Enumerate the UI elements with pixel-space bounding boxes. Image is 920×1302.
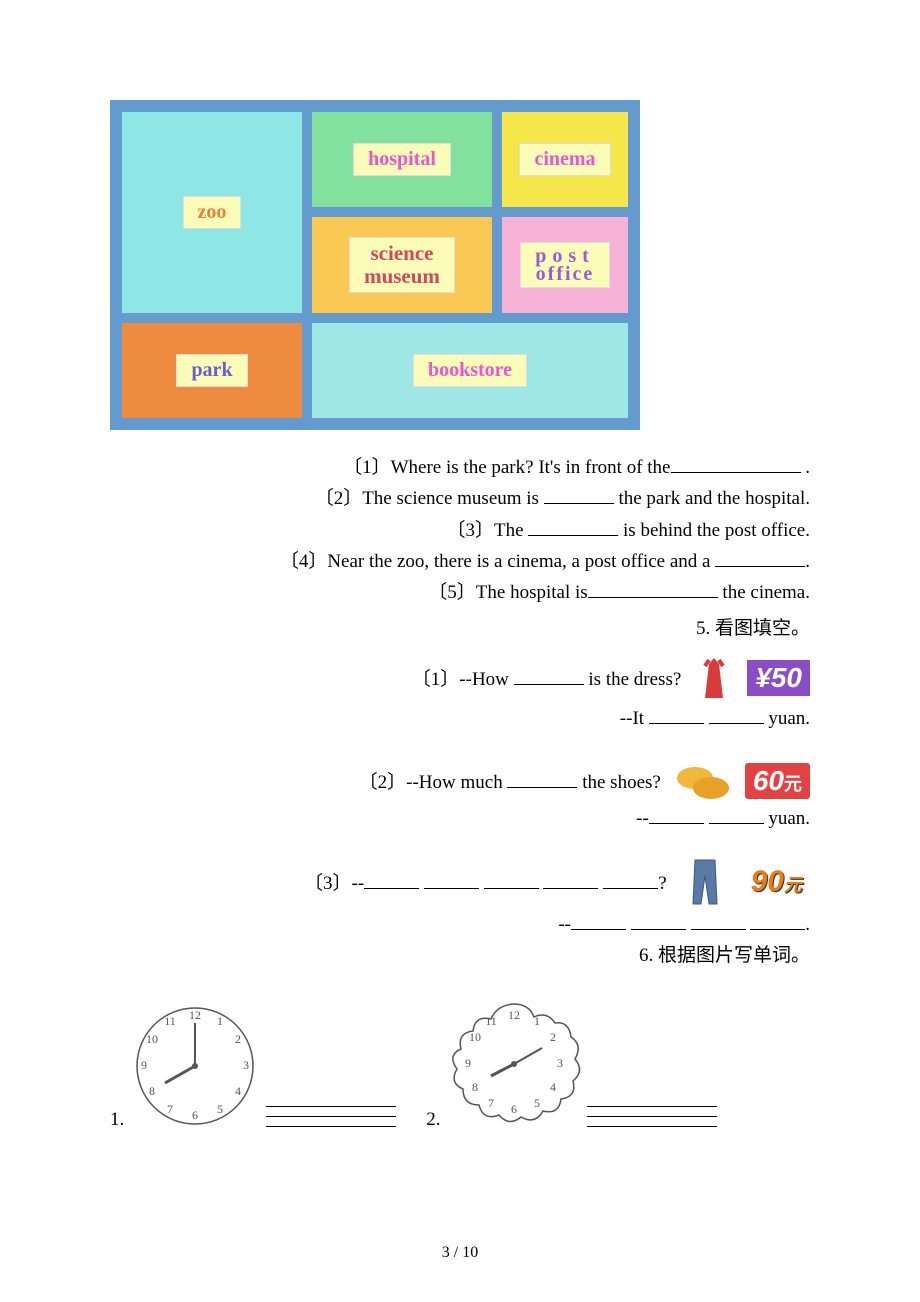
q5-item1-row: 〔1〕--How is the dress? ¥50 — [100, 654, 820, 702]
map-bookstore: bookstore — [312, 323, 628, 418]
price-60: 60元 — [745, 763, 810, 799]
section-5-heading: 5. 看图填空。 — [100, 613, 820, 640]
q4-line3: 〔3〕The is behind the post office. — [100, 515, 810, 546]
clock-section: 1. 1212 345 678 91011 2. 1212 345 678 91… — [100, 997, 820, 1131]
clock-2-icon: 1212 345 678 91011 — [447, 997, 581, 1131]
hospital-label: hospital — [353, 143, 451, 176]
cinema-label: cinema — [519, 143, 610, 176]
price-90: 90元 — [743, 863, 810, 901]
svg-text:1: 1 — [534, 1014, 540, 1028]
svg-text:5: 5 — [217, 1102, 223, 1116]
bookstore-label: bookstore — [413, 354, 527, 387]
svg-text:7: 7 — [167, 1102, 173, 1116]
svg-text:3: 3 — [243, 1058, 249, 1072]
shoes-icon — [675, 760, 731, 802]
q4-line4: 〔4〕Near the zoo, there is a cinema, a po… — [100, 546, 810, 577]
clock-1-blanks — [266, 1103, 396, 1127]
q4-line1: 〔1〕Where is the park? It's in front of t… — [100, 452, 810, 483]
jeans-icon — [681, 856, 729, 908]
map-science-museum: sciencemuseum — [312, 217, 492, 312]
q5-2-question: 〔2〕--How much the shoes? — [359, 767, 661, 794]
svg-text:7: 7 — [488, 1096, 494, 1110]
park-label: park — [176, 354, 247, 387]
q4-line5: 〔5〕The hospital is the cinema. — [100, 577, 810, 608]
map-park: park — [122, 323, 302, 418]
q5-item3-row: 〔3〕-- ? 90元 — [100, 856, 820, 908]
svg-text:10: 10 — [146, 1032, 158, 1046]
page-number: 3 / 10 — [0, 1244, 920, 1262]
q4-line2: 〔2〕The science museum is the park and th… — [100, 483, 810, 514]
q5-1-question: 〔1〕--How is the dress? — [412, 664, 681, 691]
dress-icon — [695, 654, 733, 702]
map-post-office: postoffice — [502, 217, 628, 312]
svg-text:1: 1 — [217, 1014, 223, 1028]
section-6-heading: 6. 根据图片写单词。 — [100, 940, 820, 967]
science-label: sciencemuseum — [349, 237, 455, 293]
map-zoo: zoo — [122, 112, 302, 313]
q5-2-answer: -- yuan. — [100, 808, 820, 830]
svg-text:12: 12 — [189, 1008, 201, 1022]
q5-3-answer: -- . — [100, 914, 820, 936]
clock-2-number: 2. — [426, 1109, 440, 1131]
clock-item-1: 1. 1212 345 678 91011 — [110, 1001, 396, 1131]
clock-1-icon: 1212 345 678 91011 — [130, 1001, 260, 1131]
svg-text:10: 10 — [469, 1030, 481, 1044]
svg-text:4: 4 — [550, 1080, 556, 1094]
svg-text:2: 2 — [550, 1030, 556, 1044]
q5-3-question: 〔3〕-- ? — [304, 868, 667, 895]
svg-text:4: 4 — [235, 1084, 241, 1098]
location-map: hospital cinema zoo sciencemuseum postof… — [110, 100, 640, 430]
map-cinema: cinema — [502, 112, 628, 207]
svg-text:11: 11 — [164, 1014, 176, 1028]
svg-text:6: 6 — [192, 1108, 198, 1122]
svg-text:3: 3 — [557, 1056, 563, 1070]
svg-text:9: 9 — [141, 1058, 147, 1072]
svg-text:5: 5 — [534, 1096, 540, 1110]
q5-1-answer: --It yuan. — [100, 708, 820, 730]
q5-item2-row: 〔2〕--How much the shoes? 60元 — [100, 760, 820, 802]
svg-text:2: 2 — [235, 1032, 241, 1046]
question-block-4: 〔1〕Where is the park? It's in front of t… — [100, 452, 820, 609]
post-label: postoffice — [520, 242, 610, 288]
price-50: ¥50 — [747, 660, 810, 696]
svg-text:6: 6 — [511, 1102, 517, 1116]
svg-text:8: 8 — [149, 1084, 155, 1098]
svg-text:11: 11 — [485, 1014, 497, 1028]
clock-2-blanks — [587, 1103, 717, 1127]
svg-text:9: 9 — [465, 1056, 471, 1070]
map-hospital: hospital — [312, 112, 492, 207]
clock-item-2: 2. 1212 345 678 91011 — [426, 997, 716, 1131]
svg-text:8: 8 — [472, 1080, 478, 1094]
clock-1-number: 1. — [110, 1109, 124, 1131]
svg-text:12: 12 — [508, 1008, 520, 1022]
zoo-label: zoo — [183, 196, 242, 229]
